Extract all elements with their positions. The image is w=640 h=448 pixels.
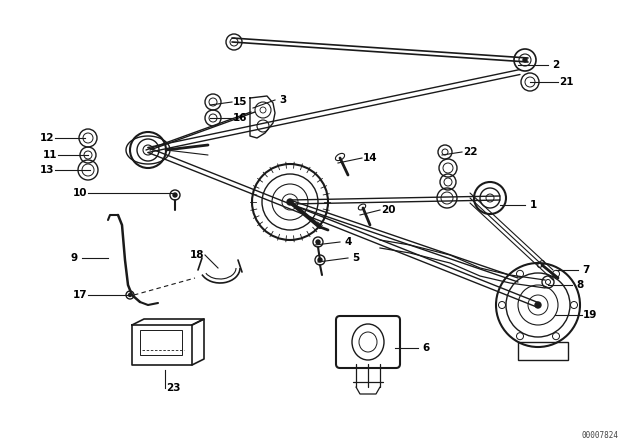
Text: 22: 22 — [463, 147, 477, 157]
Text: 18: 18 — [189, 250, 204, 260]
Text: 19: 19 — [583, 310, 597, 320]
Text: 8: 8 — [577, 280, 584, 290]
Text: 17: 17 — [73, 290, 87, 300]
Circle shape — [523, 58, 527, 62]
Text: 5: 5 — [353, 253, 360, 263]
Text: 10: 10 — [73, 188, 87, 198]
Circle shape — [129, 293, 131, 297]
Bar — [140, 330, 182, 355]
Text: 15: 15 — [233, 97, 247, 107]
Text: 6: 6 — [422, 343, 429, 353]
Text: 7: 7 — [582, 265, 589, 275]
Text: 9: 9 — [70, 253, 77, 263]
FancyBboxPatch shape — [336, 316, 400, 368]
Text: 12: 12 — [40, 133, 54, 143]
Circle shape — [316, 240, 320, 244]
Text: 00007824: 00007824 — [581, 431, 618, 440]
Text: 11: 11 — [43, 150, 57, 160]
Text: 16: 16 — [233, 113, 247, 123]
Text: 1: 1 — [529, 200, 536, 210]
Text: 20: 20 — [381, 205, 396, 215]
Text: 3: 3 — [280, 95, 287, 105]
Text: 14: 14 — [363, 153, 378, 163]
Circle shape — [173, 193, 177, 197]
Circle shape — [287, 199, 293, 205]
Text: 13: 13 — [40, 165, 54, 175]
Text: 2: 2 — [552, 60, 559, 70]
Text: 21: 21 — [559, 77, 573, 87]
Text: 4: 4 — [344, 237, 352, 247]
Text: 23: 23 — [166, 383, 180, 393]
Circle shape — [535, 302, 541, 308]
Circle shape — [318, 258, 322, 262]
